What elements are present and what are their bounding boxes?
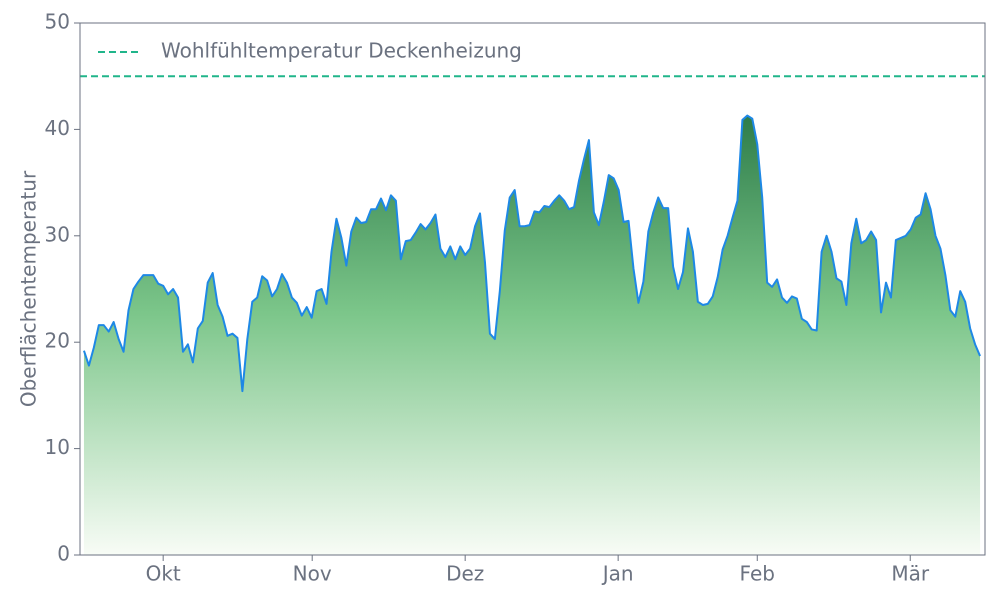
y-tick-label: 20 xyxy=(45,329,70,353)
x-tick-label: Feb xyxy=(740,562,775,586)
x-tick-label: Okt xyxy=(146,562,181,586)
y-tick-label: 50 xyxy=(45,10,70,34)
area-fill xyxy=(83,115,981,556)
y-tick-label: 30 xyxy=(45,222,70,246)
y-axis-label: Oberflächentemperatur xyxy=(17,170,41,407)
y-tick-label: 10 xyxy=(45,435,70,459)
series-line xyxy=(83,114,981,393)
x-tick-label: Nov xyxy=(293,562,332,586)
legend-label: Wohlfühltemperatur Deckenheizung xyxy=(161,39,522,63)
plot-frame xyxy=(79,22,986,556)
x-tick-label: Jan xyxy=(601,562,634,586)
y-tick-label: 40 xyxy=(45,116,70,140)
x-tick-label: Dez xyxy=(446,562,484,586)
y-tick-label: 0 xyxy=(57,542,70,566)
x-tick-label: Mär xyxy=(891,562,930,586)
